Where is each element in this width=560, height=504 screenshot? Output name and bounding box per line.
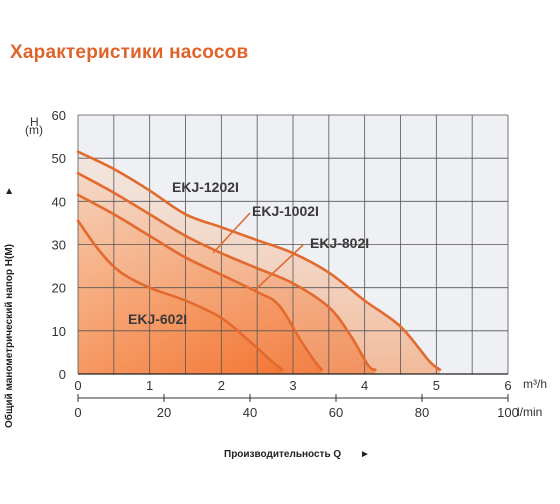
lmin-tick-label: 20 bbox=[157, 405, 171, 420]
label-EKJ-1002I: EKJ-1002I bbox=[252, 203, 319, 219]
lmin-tick-label: 80 bbox=[415, 405, 429, 420]
leader-EKJ-802I bbox=[254, 244, 304, 291]
y-tick-label: 0 bbox=[59, 367, 66, 382]
x-tick-label: 4 bbox=[361, 378, 368, 393]
x-tick-label: 3 bbox=[289, 378, 296, 393]
y-tick-label: 10 bbox=[52, 324, 66, 339]
curve-fill-EKJ-602I bbox=[78, 220, 283, 374]
series-line-EKJ-1002I bbox=[76, 171, 377, 371]
y-unit-letter: H bbox=[30, 115, 39, 129]
series-line-EKJ-802I bbox=[76, 193, 323, 371]
x-axis-arrow: ► bbox=[360, 449, 370, 460]
y-tick-label: 60 bbox=[52, 108, 66, 123]
lmin-tick-label: 100 bbox=[497, 405, 519, 420]
x-tick-label: 6 bbox=[504, 378, 511, 393]
series-line-EKJ-1202I bbox=[76, 150, 442, 371]
x-unit-bottom: l/min bbox=[517, 405, 542, 419]
x-tick-label: 2 bbox=[218, 378, 225, 393]
y-axis-arrow: ► bbox=[4, 186, 15, 196]
y-tick-label: 20 bbox=[52, 281, 66, 296]
y-tick-label: 40 bbox=[52, 194, 66, 209]
label-leaders: EKJ-1202I EKJ-1002I EKJ-802I EKJ-602I bbox=[128, 179, 369, 327]
x-axis-label: Производительность Q bbox=[224, 449, 341, 460]
lmin-tick-label: 40 bbox=[243, 405, 257, 420]
y-axis-label: Общий манометрический напор H(M) bbox=[3, 244, 15, 428]
curve-fills bbox=[78, 151, 440, 374]
x-tick-label: 0 bbox=[74, 378, 81, 393]
series-line-EKJ-602I bbox=[76, 219, 284, 371]
x-unit-top: m³/h bbox=[523, 377, 547, 391]
y-tick-label: 30 bbox=[52, 238, 66, 253]
label-EKJ-602I: EKJ-602I bbox=[128, 311, 187, 327]
page-title: Характеристики насосов bbox=[10, 42, 249, 63]
label-EKJ-1202I: EKJ-1202I bbox=[172, 179, 239, 195]
lmin-tick-label: 60 bbox=[329, 405, 343, 420]
leader-EKJ-1002I bbox=[212, 212, 251, 254]
label-EKJ-802I: EKJ-802I bbox=[310, 235, 369, 251]
x-tick-label: 5 bbox=[433, 378, 440, 393]
curves bbox=[76, 150, 442, 371]
x-tick-label: 1 bbox=[146, 378, 153, 393]
y-tick-label: 50 bbox=[52, 151, 66, 166]
lmin-tick-label: 0 bbox=[74, 405, 81, 420]
y-unit: (m) bbox=[25, 123, 43, 137]
